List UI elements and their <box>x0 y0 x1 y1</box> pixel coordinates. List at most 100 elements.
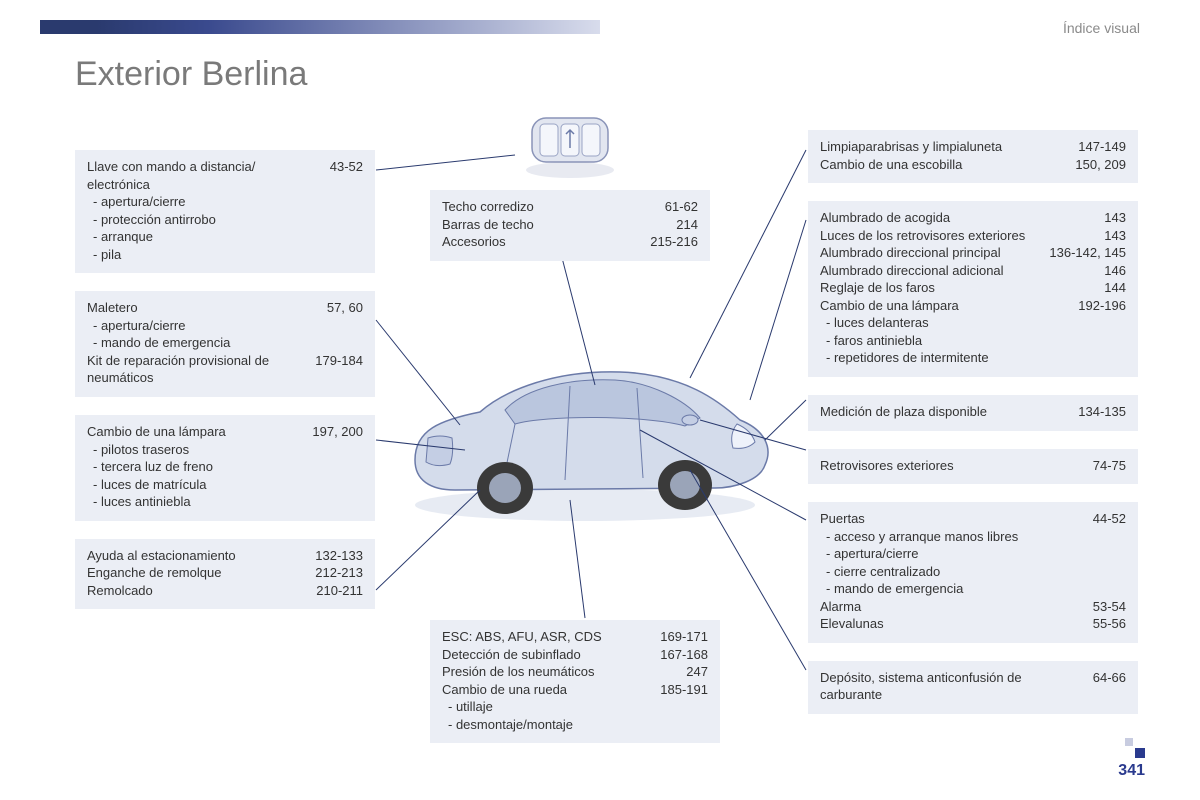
info-box-esc: ESC: ABS, AFU, ASR, CDS169-171Detección … <box>430 620 720 743</box>
entry-label: ESC: ABS, AFU, ASR, CDS <box>442 628 660 646</box>
entry-subitem: luces delanteras <box>820 314 1126 332</box>
entry-pages: 74-75 <box>1093 457 1126 475</box>
index-entry: ESC: ABS, AFU, ASR, CDS169-171 <box>442 628 708 646</box>
info-box-roof: Techo corredizo61-62Barras de techo214Ac… <box>430 190 710 261</box>
car-illustration <box>385 330 785 530</box>
info-box: Maletero57, 60apertura/cierremando de em… <box>75 291 375 397</box>
entry-pages: 143 <box>1104 209 1126 227</box>
info-box: Retrovisores exteriores74-75 <box>808 449 1138 485</box>
index-entry: Medición de plaza disponible134-135 <box>820 403 1126 421</box>
entry-pages: 212-213 <box>315 564 363 582</box>
index-entry: Alarma53-54 <box>820 598 1126 616</box>
entry-pages: 169-171 <box>660 628 708 646</box>
page-number: 341 <box>1118 762 1145 780</box>
entry-pages: 185-191 <box>660 681 708 699</box>
entry-subitem: protección antirrobo <box>87 211 363 229</box>
entry-subitem: acceso y arranque manos libres <box>820 528 1126 546</box>
index-entry: Retrovisores exteriores74-75 <box>820 457 1126 475</box>
entry-subitem: desmontaje/montaje <box>442 716 708 734</box>
entry-label: Accesorios <box>442 233 650 251</box>
index-entry: Limpiaparabrisas y limpialuneta147-149 <box>820 138 1126 156</box>
entry-subitem: luces de matrícula <box>87 476 363 494</box>
entry-pages: 55-56 <box>1093 615 1126 633</box>
index-entry: Llave con mando a distancia/ electrónica… <box>87 158 363 193</box>
entry-pages: 146 <box>1104 262 1126 280</box>
index-entry: Elevalunas55-56 <box>820 615 1126 633</box>
entry-label: Alumbrado direccional principal <box>820 244 1049 262</box>
entry-pages: 134-135 <box>1078 403 1126 421</box>
middle-top-column: Techo corredizo61-62Barras de techo214Ac… <box>430 190 710 279</box>
entry-pages: 144 <box>1104 279 1126 297</box>
info-box: Cambio de una lámpara197, 200pilotos tra… <box>75 415 375 521</box>
entry-label: Retrovisores exteriores <box>820 457 1093 475</box>
entry-pages: 136-142, 145 <box>1049 244 1126 262</box>
entry-label: Techo corredizo <box>442 198 665 216</box>
entry-label: Ayuda al estacionamiento <box>87 547 315 565</box>
entry-subitem: mando de emergencia <box>820 580 1126 598</box>
index-entry: Reglaje de los faros144 <box>820 279 1126 297</box>
index-entry: Alumbrado direccional adicional146 <box>820 262 1126 280</box>
entry-label: Alumbrado de acogida <box>820 209 1104 227</box>
entry-subitem: apertura/cierre <box>820 545 1126 563</box>
index-entry: Alumbrado de acogida143 <box>820 209 1126 227</box>
entry-label: Alarma <box>820 598 1093 616</box>
entry-subitem: apertura/cierre <box>87 193 363 211</box>
entry-label: Reglaje de los faros <box>820 279 1104 297</box>
index-entry: Luces de los retrovisores exteriores143 <box>820 227 1126 245</box>
info-box: Depósito, sistema anticonfusión de carbu… <box>808 661 1138 714</box>
entry-label: Remolcado <box>87 582 316 600</box>
entry-pages: 179-184 <box>315 352 363 387</box>
entry-label: Cambio de una rueda <box>442 681 660 699</box>
left-column: Llave con mando a distancia/ electrónica… <box>75 150 375 627</box>
entry-subitem: luces antiniebla <box>87 493 363 511</box>
entry-pages: 61-62 <box>665 198 698 216</box>
entry-label: Detección de subinflado <box>442 646 660 664</box>
corner-decoration-icon <box>1125 738 1133 746</box>
index-entry: Remolcado210-211 <box>87 582 363 600</box>
entry-subitem: faros antiniebla <box>820 332 1126 350</box>
entry-subitem: pila <box>87 246 363 264</box>
index-entry: Kit de reparación provisional de neumáti… <box>87 352 363 387</box>
entry-pages: 210-211 <box>316 582 363 600</box>
info-box: Ayuda al estacionamiento132-133Enganche … <box>75 539 375 610</box>
info-box: Medición de plaza disponible134-135 <box>808 395 1138 431</box>
entry-subitem: apertura/cierre <box>87 317 363 335</box>
entry-subitem: mando de emergencia <box>87 334 363 352</box>
entry-label: Kit de reparación provisional de neumáti… <box>87 352 315 387</box>
corner-decoration-icon <box>1135 748 1145 758</box>
index-entry: Cambio de una escobilla150, 209 <box>820 156 1126 174</box>
index-entry: Cambio de una rueda185-191 <box>442 681 708 699</box>
entry-pages: 57, 60 <box>327 299 363 317</box>
key-fob-illustration <box>510 108 630 183</box>
entry-subitem: cierre centralizado <box>820 563 1126 581</box>
section-label: Índice visual <box>1063 20 1140 36</box>
index-entry: Accesorios215-216 <box>442 233 698 251</box>
info-box: Alumbrado de acogida143Luces de los retr… <box>808 201 1138 377</box>
entry-label: Limpiaparabrisas y limpialuneta <box>820 138 1078 156</box>
entry-label: Depósito, sistema anticonfusión de carbu… <box>820 669 1093 704</box>
entry-label: Cambio de una lámpara <box>87 423 312 441</box>
index-entry: Cambio de una lámpara192-196 <box>820 297 1126 315</box>
entry-pages: 147-149 <box>1078 138 1126 156</box>
entry-label: Luces de los retrovisores exteriores <box>820 227 1104 245</box>
index-entry: Ayuda al estacionamiento132-133 <box>87 547 363 565</box>
entry-label: Elevalunas <box>820 615 1093 633</box>
entry-pages: 53-54 <box>1093 598 1126 616</box>
index-entry: Barras de techo214 <box>442 216 698 234</box>
entry-pages: 214 <box>676 216 698 234</box>
entry-pages: 64-66 <box>1093 669 1126 704</box>
entry-pages: 167-168 <box>660 646 708 664</box>
right-column: Limpiaparabrisas y limpialuneta147-149Ca… <box>808 130 1138 732</box>
entry-pages: 197, 200 <box>312 423 363 441</box>
entry-subitem: pilotos traseros <box>87 441 363 459</box>
info-box: Llave con mando a distancia/ electrónica… <box>75 150 375 273</box>
page-title: Exterior Berlina <box>75 55 307 94</box>
index-entry: Techo corredizo61-62 <box>442 198 698 216</box>
index-entry: Maletero57, 60 <box>87 299 363 317</box>
index-entry: Enganche de remolque212-213 <box>87 564 363 582</box>
index-entry: Presión de los neumáticos247 <box>442 663 708 681</box>
entry-label: Barras de techo <box>442 216 676 234</box>
entry-subitem: tercera luz de freno <box>87 458 363 476</box>
index-entry: Cambio de una lámpara197, 200 <box>87 423 363 441</box>
entry-label: Maletero <box>87 299 327 317</box>
